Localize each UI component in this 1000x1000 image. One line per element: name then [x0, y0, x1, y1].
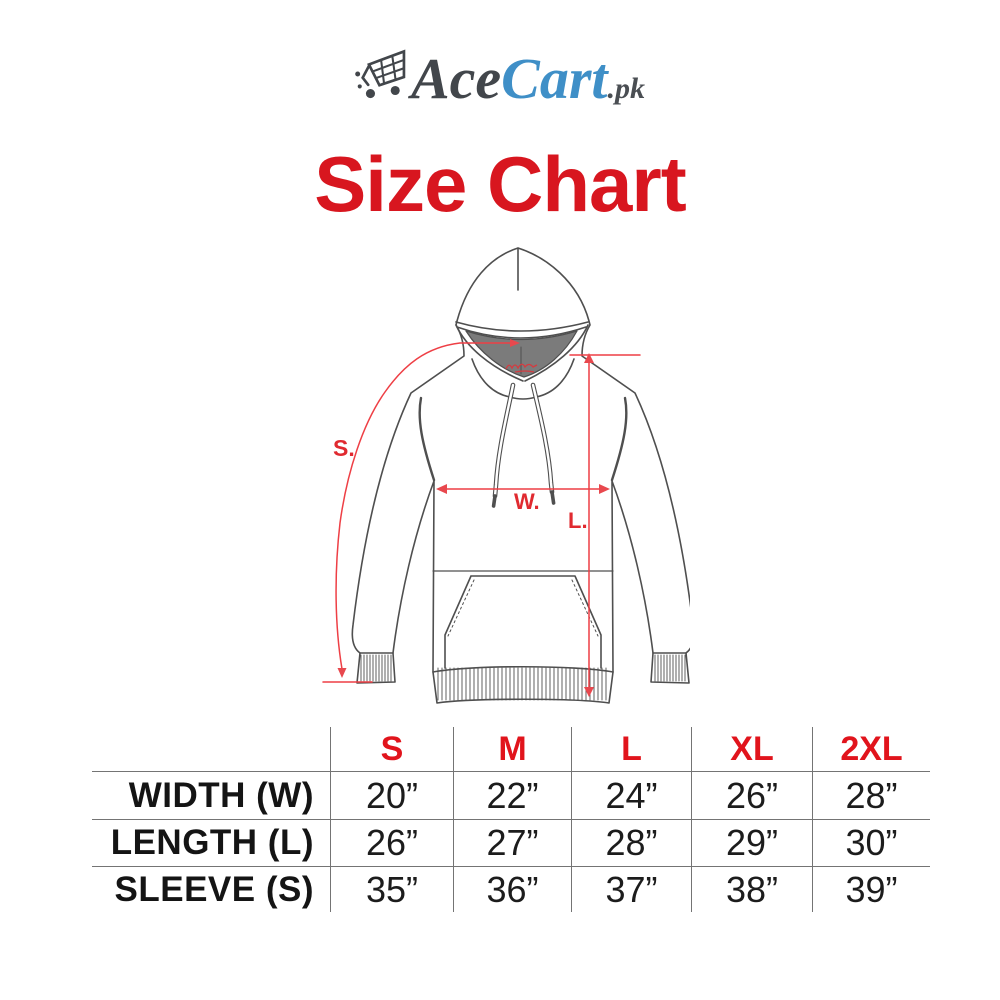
arrowhead-length-top — [584, 353, 594, 363]
pocket-stitching — [447, 579, 599, 637]
size-table: S M L XL 2XL WIDTH (W) 20” 22” 24” 26” 2… — [92, 727, 930, 912]
hem-ribbing — [437, 667, 607, 701]
left-cuff-ribbing — [360, 654, 392, 682]
sleeve-value-s: 35” — [330, 867, 453, 912]
width-value-m: 22” — [453, 772, 571, 820]
row-label-length: LENGTH (L) — [92, 820, 330, 867]
size-col-header-xl: XL — [691, 727, 812, 772]
size-col-header-l: L — [571, 727, 691, 772]
arrowhead-sleeve-top — [510, 339, 520, 347]
width-label: W. — [514, 489, 540, 514]
hoodie-outline — [351, 247, 690, 704]
arrowhead-width-left — [436, 484, 447, 494]
width-value-s: 20” — [330, 772, 453, 820]
hood-flap-edges — [455, 324, 589, 382]
hood-logo-script-icon — [505, 363, 538, 373]
sleeve-value-m: 36” — [453, 867, 571, 912]
brand-suffix-pk: .pk — [607, 71, 646, 105]
shopping-cart-icon — [355, 49, 406, 99]
length-value-l: 28” — [571, 820, 691, 867]
arrowhead-sleeve-bottom — [337, 668, 347, 678]
sleeve-value-l: 37” — [571, 867, 691, 912]
size-col-header-m: M — [453, 727, 571, 772]
sleeve-value-xl: 38” — [691, 867, 812, 912]
kangaroo-pocket — [444, 575, 602, 669]
size-col-header-2xl: 2XL — [812, 727, 930, 772]
sleeve-label: S. — [333, 435, 355, 461]
brand-logo: AceCart.pk — [0, 38, 1000, 118]
drawstrings — [491, 382, 556, 508]
length-label: L. — [568, 508, 588, 533]
row-label-width: WIDTH (W) — [92, 772, 330, 820]
table-corner-cell — [92, 727, 330, 772]
length-value-m: 27” — [453, 820, 571, 867]
length-value-s: 26” — [330, 820, 453, 867]
hem-top-edge — [432, 665, 614, 673]
size-col-header-s: S — [330, 727, 453, 772]
length-value-2xl: 30” — [812, 820, 930, 867]
right-cuff-ribbing — [654, 654, 686, 682]
row-label-sleeve: SLEEVE (S) — [114, 869, 314, 909]
width-value-l: 24” — [571, 772, 691, 820]
sleeve-value-2xl: 39” — [812, 867, 930, 912]
width-value-2xl: 28” — [812, 772, 930, 820]
brand-name-cart: Cart — [501, 45, 608, 111]
arrowhead-width-right — [599, 484, 610, 494]
arrowhead-length-bottom — [584, 687, 594, 697]
sleeve-measure-line — [335, 342, 515, 670]
hoodie-diagram: S. W. L. — [322, 247, 690, 704]
armhole-seams — [418, 396, 628, 482]
page-title: Size Chart — [314, 140, 686, 228]
length-value-xl: 29” — [691, 820, 812, 867]
brand-name-ace: Ace — [410, 45, 502, 111]
width-value-xl: 26” — [691, 772, 812, 820]
brand-text: AceCart.pk — [411, 45, 645, 112]
hood-brim — [455, 321, 589, 339]
